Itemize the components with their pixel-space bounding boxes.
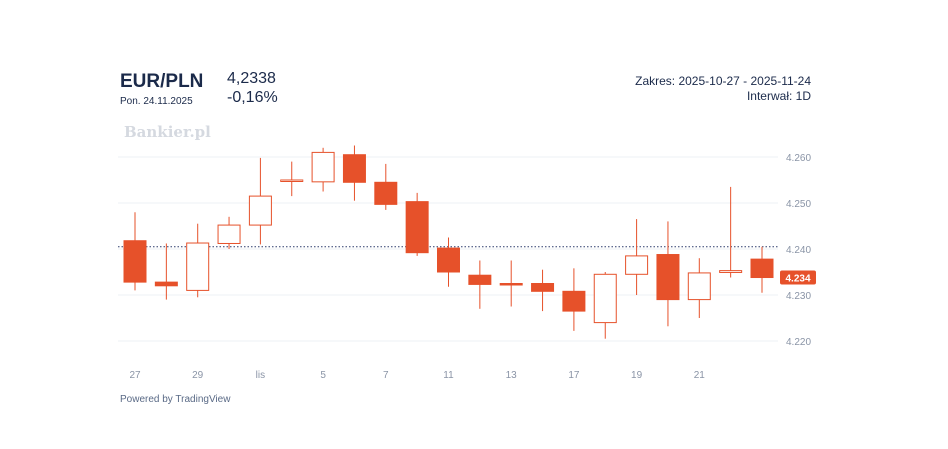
candle-body-up [248,195,272,226]
candle-body-down [154,281,178,287]
candle-body-up [186,242,210,291]
candle-body-down [468,274,492,285]
x-tick-label: 13 [506,370,518,381]
x-tick-label: lis [256,370,265,381]
candle-body-up [311,151,335,183]
candle-body-up [687,272,711,301]
x-tick-label: 5 [320,370,326,381]
candle-body-down [437,247,460,273]
candle-body-down [562,290,586,312]
y-tick-label: 4.220 [786,337,811,348]
candle-body-up [719,270,743,273]
candle[interactable] [593,272,617,339]
x-tick-label: 29 [192,370,204,381]
y-tick-label: 4.250 [786,199,811,210]
candle-body-down [342,154,366,183]
last-value-layer: 4.234 [780,270,816,285]
y-tick-label: 4.230 [786,291,811,302]
candle[interactable] [123,212,147,291]
candle[interactable] [750,246,774,293]
candle-body-down [123,240,147,283]
x-tick-label: 17 [568,370,580,381]
candle-body-up [593,273,617,324]
candle-body-up [625,255,649,275]
date-range: Zakres: 2025-10-27 - 2025-11-24 [635,74,811,88]
candle[interactable] [186,223,210,298]
x-axis: 27 29 lis 5 7 11 13 17 19 21 [129,370,705,381]
candle[interactable] [625,219,649,295]
candle[interactable] [562,268,586,331]
x-tick-label: 19 [631,370,643,381]
y-tick-label: 4.240 [786,245,811,256]
last-value-badge [780,270,816,285]
candle-body-down [656,254,680,301]
y-axis: 4.260 4.250 4.240 4.230 4.220 [786,153,811,348]
candle[interactable] [342,145,366,201]
candle[interactable] [468,260,492,309]
instrument-symbol: EUR/PLN [120,71,204,92]
candle[interactable] [405,192,429,256]
bankier-watermark-logo: Bankier.pl [124,123,211,141]
price-change: -0,16% [227,89,278,106]
chart-interval: Interwał: 1D [746,89,811,103]
last-price: 4,2338 [227,70,276,87]
last-value-label: 4.234 [785,274,810,285]
candle[interactable] [311,147,335,192]
x-tick-label: 27 [129,370,141,381]
x-tick-label: 21 [694,370,706,381]
candle[interactable] [656,221,680,327]
candle-body-down [405,201,429,254]
x-tick-label: 11 [443,370,454,381]
candle[interactable] [531,269,555,312]
candle[interactable] [719,186,743,278]
x-tick-label: 7 [383,370,389,381]
powered-by-link[interactable]: Powered by TradingView [120,394,231,405]
candle-body-down [374,181,398,205]
candle[interactable] [374,163,398,210]
candle[interactable] [248,157,272,245]
y-tick-label: 4.260 [786,153,811,164]
candle[interactable] [499,260,523,307]
candle[interactable] [154,243,178,300]
candle[interactable] [217,216,241,249]
candles-layer [123,145,774,339]
quote-date: Pon. 24.11.2025 [120,96,193,107]
candle-body-up [217,224,241,244]
candle-body-down [750,258,774,279]
candle[interactable] [437,237,460,287]
candle-body-up [280,179,304,182]
candle-body-down [531,283,555,292]
candle-body-down [499,283,523,286]
candle[interactable] [687,258,711,318]
candle[interactable] [280,161,304,197]
